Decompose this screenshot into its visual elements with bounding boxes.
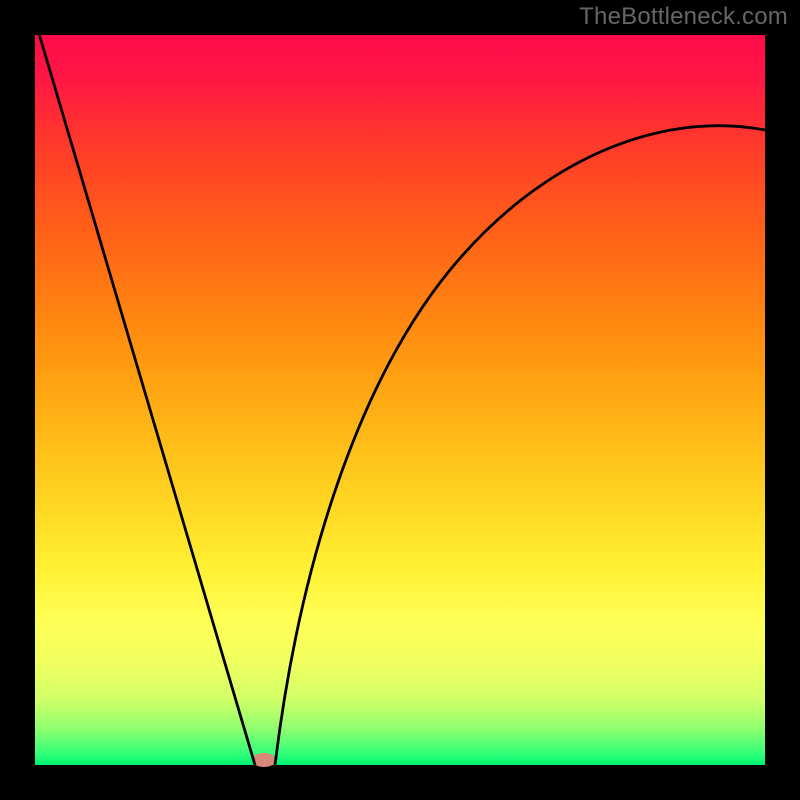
min-marker — [252, 753, 276, 767]
watermark-text: TheBottleneck.com — [579, 3, 788, 31]
bottleneck-chart — [0, 0, 800, 800]
plot-gradient-background — [35, 35, 765, 765]
